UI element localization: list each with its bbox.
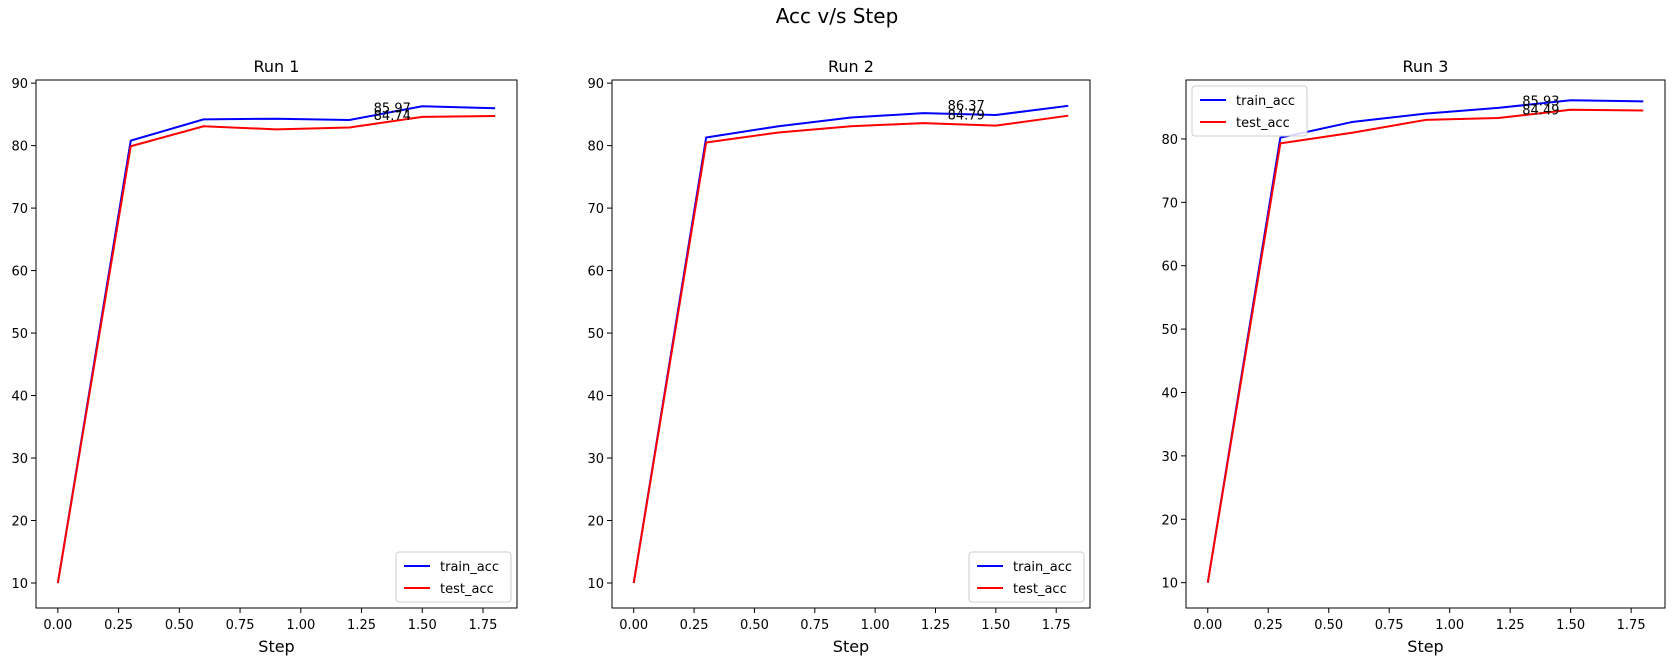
legend-entry: train_acc [1013,560,1072,575]
x-axis-label: Step [1407,637,1443,656]
y-tick-label: 30 [11,452,28,467]
annotation-label: 85.97 [374,101,411,116]
y-tick-label: 40 [587,390,604,405]
y-tick-label: 80 [587,140,604,155]
y-tick-label: 20 [587,515,604,530]
annotation-label: 84.74 [374,109,411,124]
x-tick-label: 1.00 [286,618,315,633]
x-tick-label: 1.25 [921,618,950,633]
x-tick-label: 0.75 [800,618,829,633]
y-tick-label: 60 [1161,260,1178,275]
x-tick-label: 0.50 [1314,618,1343,633]
y-tick-label: 10 [587,577,604,592]
x-tick-label: 0.00 [43,618,72,633]
y-tick-label: 80 [11,140,28,155]
y-tick-label: 30 [587,452,604,467]
y-tick-label: 10 [11,577,28,592]
x-tick-label: 1.75 [1617,618,1646,633]
legend: train_acc test_acc [968,551,1085,603]
x-tick-label: 0.50 [740,618,769,633]
y-tick-label: 20 [11,515,28,530]
x-tick-label: 0.25 [104,618,133,633]
subplot-title: Run 1 [254,57,300,76]
axes-frame [1185,79,1666,609]
legend: train_acc test_acc [395,551,512,603]
y-tick-label: 70 [11,202,28,217]
y-tick-label: 50 [1161,323,1178,338]
x-tick-label: 1.00 [861,618,890,633]
x-tick-label: 0.00 [1193,618,1222,633]
series-line-test_acc [632,114,1069,584]
legend-box [1191,85,1308,137]
x-tick-label: 1.75 [469,618,498,633]
series-line-train_acc [56,105,496,584]
legend-entry: test_acc [440,582,494,597]
y-tick-label: 10 [1161,577,1178,592]
x-tick-label: 0.25 [680,618,709,633]
x-tick-label: 1.50 [981,618,1010,633]
y-tick-label: 20 [1161,513,1178,528]
x-tick-label: 1.50 [408,618,437,633]
legend: train_acc test_acc [1191,85,1308,137]
axes-frame [611,79,1091,609]
x-tick-label: 1.25 [347,618,376,633]
legend-entry: train_acc [1236,94,1295,109]
x-tick-label: 0.00 [619,618,648,633]
legend-entry: test_acc [1013,582,1067,597]
series-line-train_acc [1206,99,1644,583]
subplot-title: Run 3 [1403,57,1449,76]
y-tick-label: 60 [11,265,28,280]
y-tick-label: 70 [1161,196,1178,211]
x-tick-label: 0.25 [1254,618,1283,633]
y-tick-label: 40 [1161,386,1178,401]
x-tick-label: 1.75 [1042,618,1071,633]
legend-entry: train_acc [440,560,499,575]
figure-suptitle: Acc v/s Step [775,4,899,28]
legend-box [968,551,1085,603]
y-tick-label: 70 [587,202,604,217]
y-tick-label: 80 [1161,133,1178,148]
y-tick-label: 90 [587,77,604,92]
x-tick-label: 1.00 [1435,618,1464,633]
y-tick-label: 40 [11,390,28,405]
x-tick-label: 0.75 [1375,618,1404,633]
legend-box [395,551,512,603]
annotation-label: 85.93 [1522,94,1559,109]
x-axis-label: Step [833,637,869,656]
series-line-test_acc [1206,108,1644,583]
series-line-train_acc [632,104,1069,584]
annotation-label: 84.79 [948,109,985,124]
annotation-label: 84.49 [1522,103,1559,118]
axes-frame [35,79,518,609]
x-tick-label: 1.25 [1496,618,1525,633]
y-tick-label: 50 [11,327,28,342]
x-axis-label: Step [258,637,294,656]
x-tick-label: 1.50 [1556,618,1585,633]
y-tick-label: 60 [587,265,604,280]
y-tick-label: 30 [1161,450,1178,465]
x-tick-label: 0.50 [165,618,194,633]
series-line-test_acc [56,114,496,584]
y-tick-label: 90 [11,77,28,92]
legend-entry: test_acc [1236,116,1290,131]
x-tick-label: 0.75 [226,618,255,633]
annotation-label: 86.37 [948,99,985,114]
subplot-title: Run 2 [828,57,874,76]
y-tick-label: 50 [587,327,604,342]
